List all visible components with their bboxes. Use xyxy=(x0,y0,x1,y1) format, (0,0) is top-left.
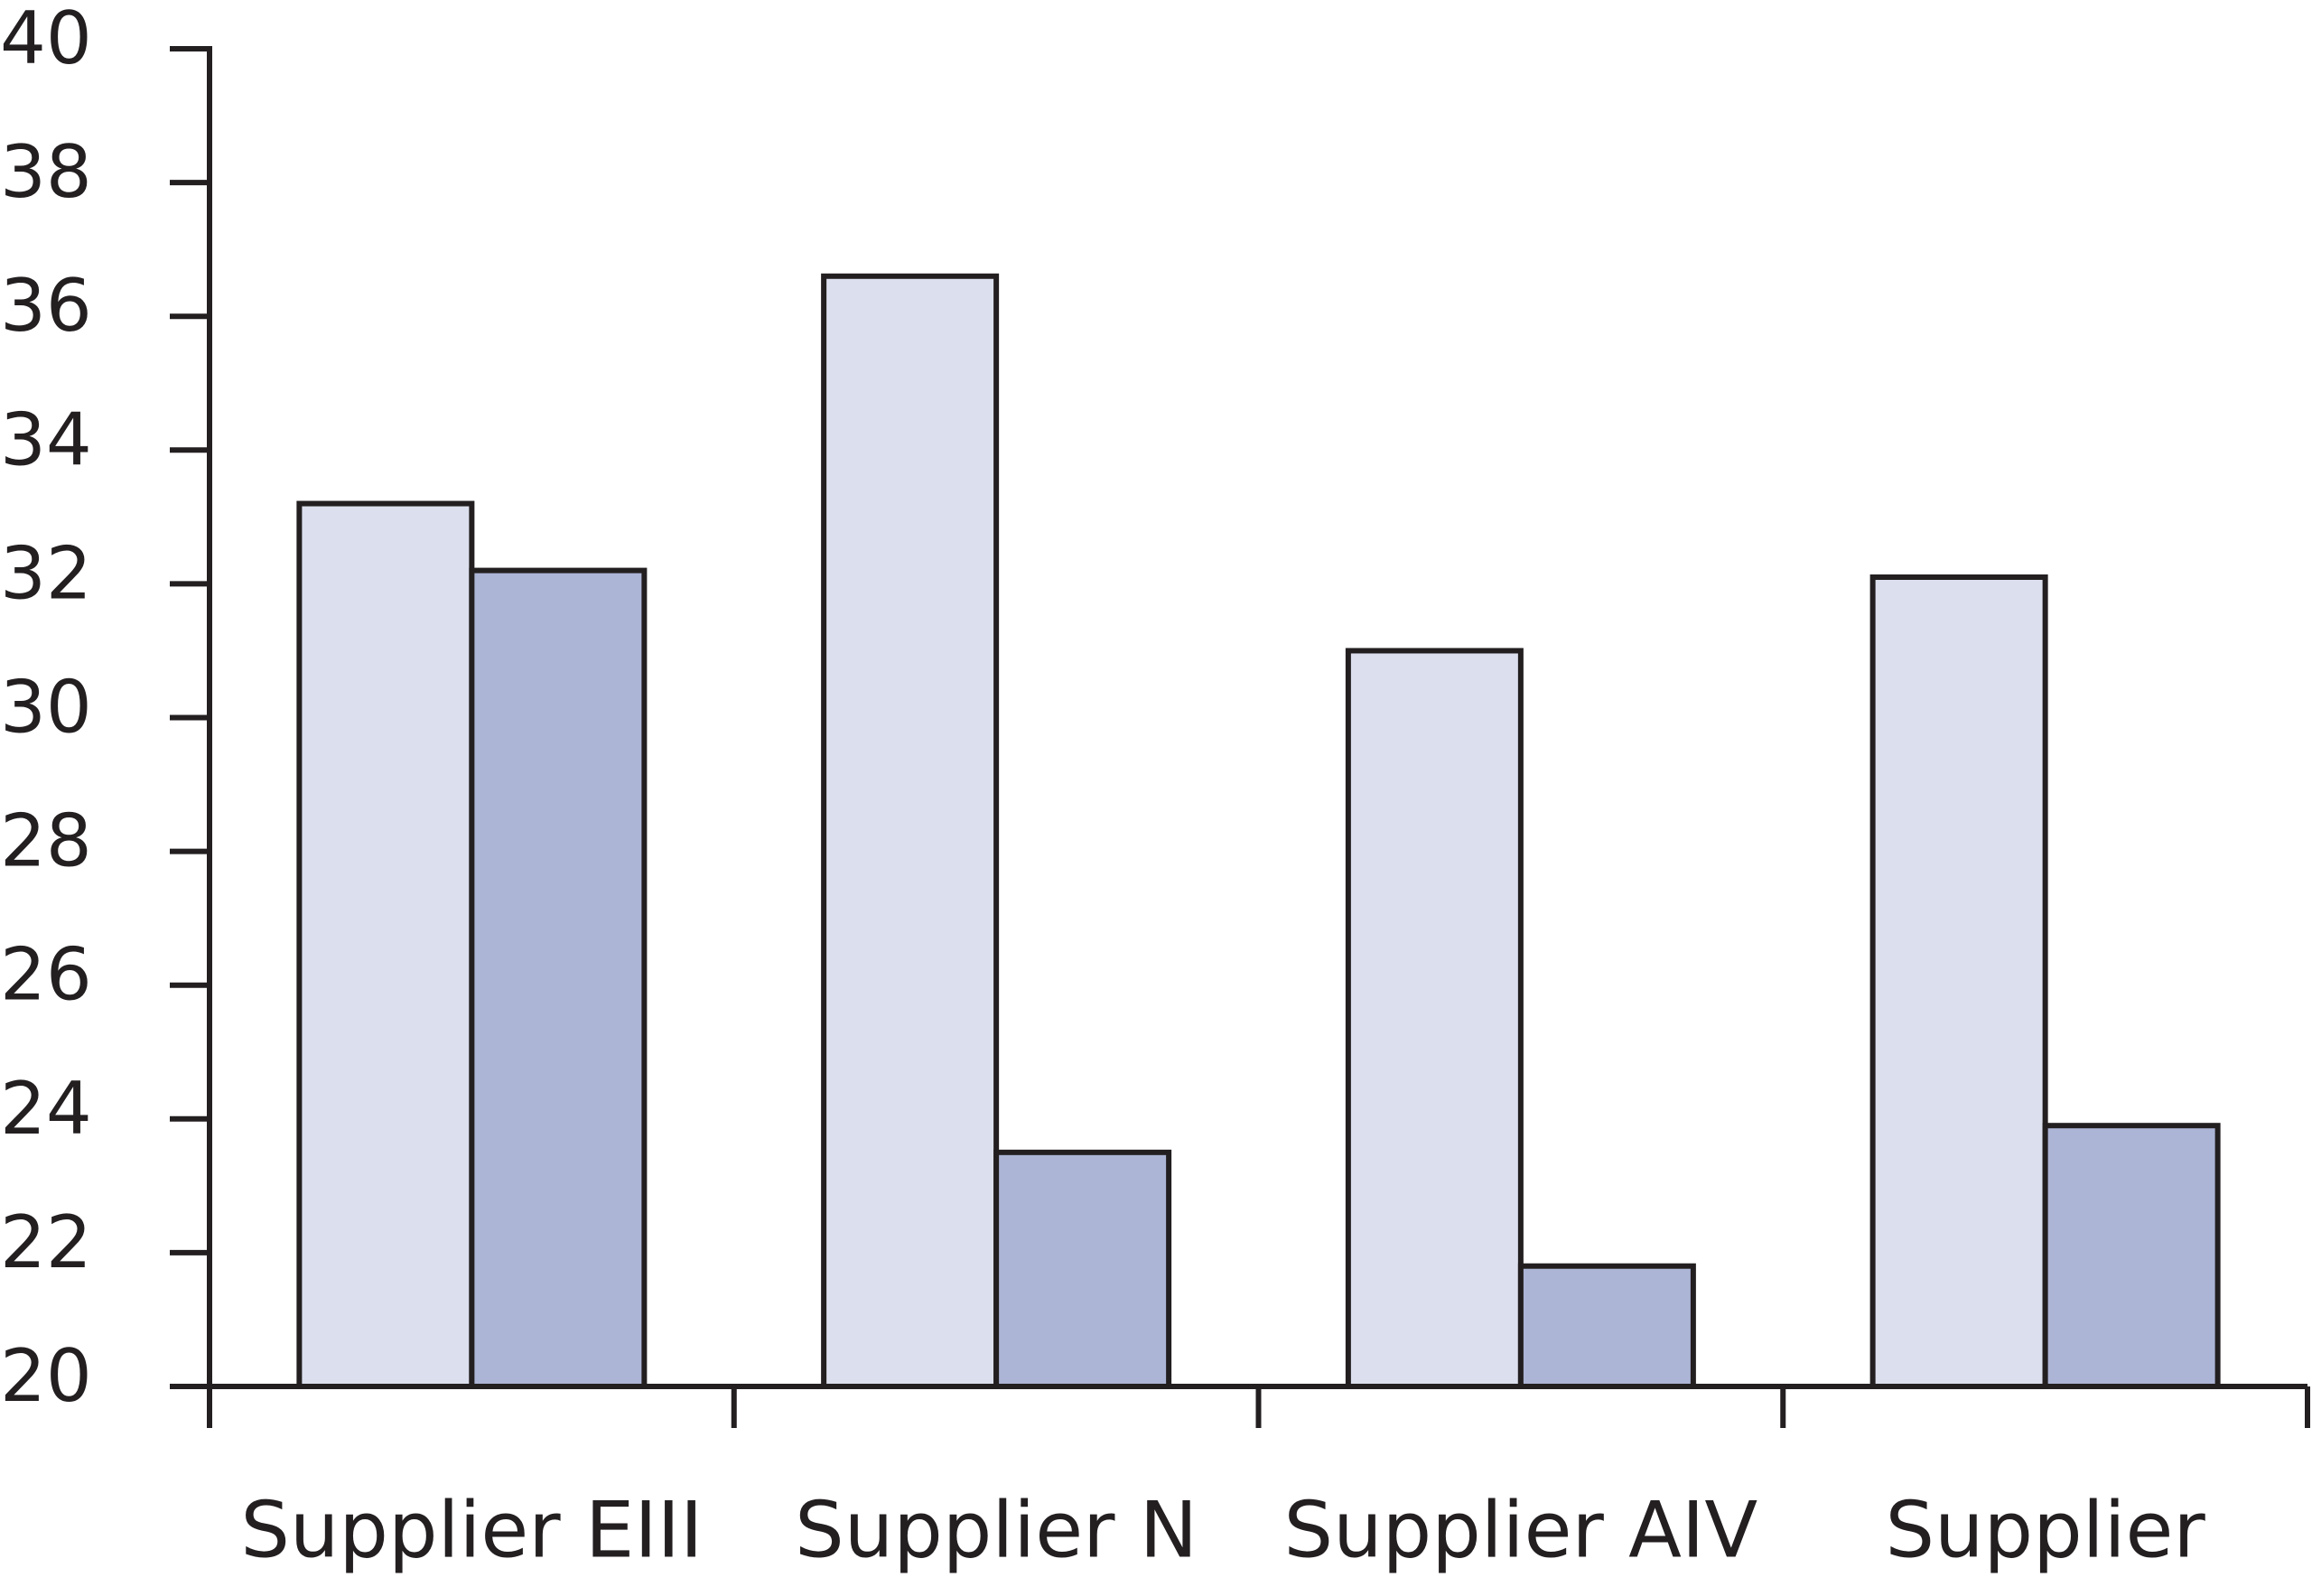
bar xyxy=(1869,574,2048,1389)
bar xyxy=(296,500,475,1389)
y-tick-label: 30 xyxy=(0,665,92,749)
x-tick-label: Supplier EIII xyxy=(240,1485,703,1575)
y-tick-label: 36 xyxy=(0,264,92,348)
y-tick-label: 38 xyxy=(0,130,92,214)
bar xyxy=(1345,648,1524,1389)
x-tick-label: Supplier AIV xyxy=(1284,1485,1758,1575)
y-tick-label: 20 xyxy=(0,1334,92,1418)
y-tick-label: 22 xyxy=(0,1200,92,1284)
bar xyxy=(469,567,648,1389)
x-tick-label: Supplier N xyxy=(795,1485,1198,1575)
y-tick-label: 40 xyxy=(0,0,92,80)
bar xyxy=(2042,1123,2221,1389)
y-tick-label: 32 xyxy=(0,531,92,615)
y-tick-label: 24 xyxy=(0,1067,92,1151)
bar xyxy=(993,1149,1172,1389)
x-tick-label: Supplier xyxy=(1885,1485,2205,1575)
y-tick-label: 28 xyxy=(0,799,92,883)
bar xyxy=(1517,1263,1696,1389)
bar xyxy=(821,273,1000,1389)
y-tick-label: 34 xyxy=(0,397,92,481)
y-tick-label: 26 xyxy=(0,933,92,1017)
